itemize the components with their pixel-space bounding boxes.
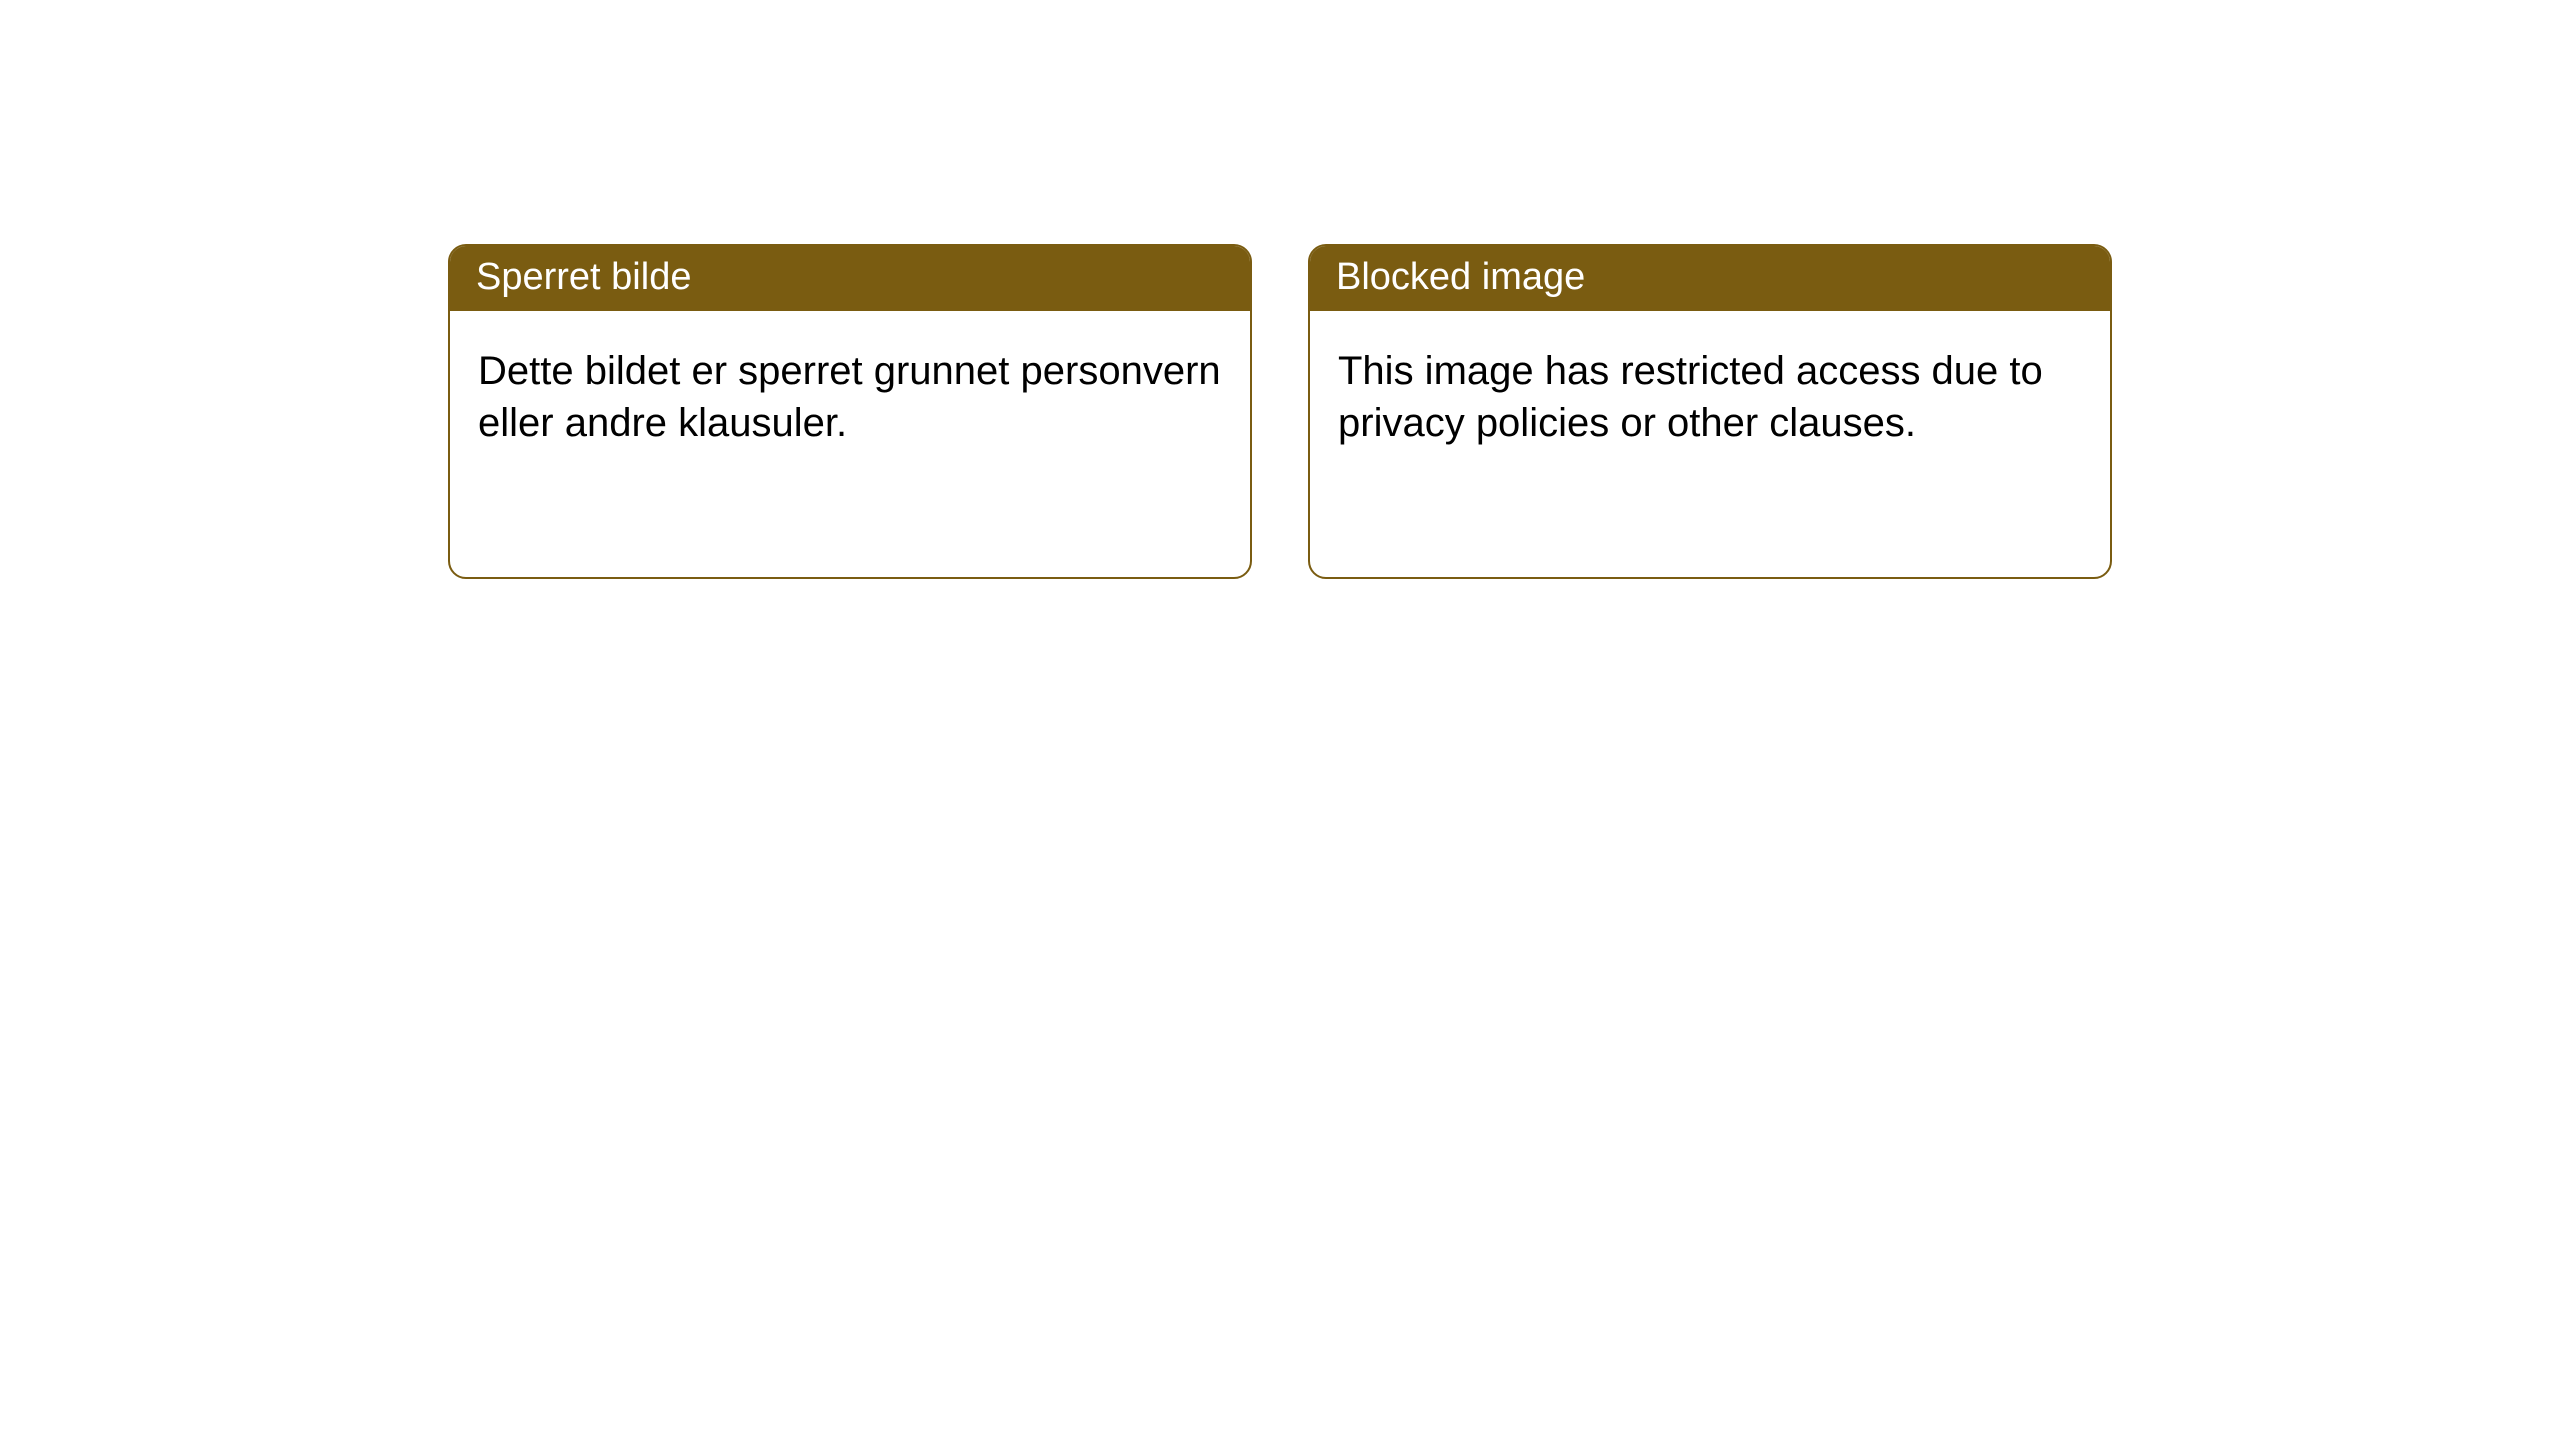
notice-cards-container: Sperret bilde Dette bildet er sperret gr… [0, 0, 2560, 579]
blocked-image-card-no: Sperret bilde Dette bildet er sperret gr… [448, 244, 1252, 579]
card-body-text: Dette bildet er sperret grunnet personve… [478, 349, 1221, 445]
card-header: Sperret bilde [450, 246, 1250, 311]
card-title: Blocked image [1336, 256, 1585, 298]
card-title: Sperret bilde [476, 256, 691, 298]
card-body-text: This image has restricted access due to … [1338, 349, 2043, 445]
card-body: Dette bildet er sperret grunnet personve… [450, 311, 1250, 483]
blocked-image-card-en: Blocked image This image has restricted … [1308, 244, 2112, 579]
card-header: Blocked image [1310, 246, 2110, 311]
card-body: This image has restricted access due to … [1310, 311, 2110, 483]
